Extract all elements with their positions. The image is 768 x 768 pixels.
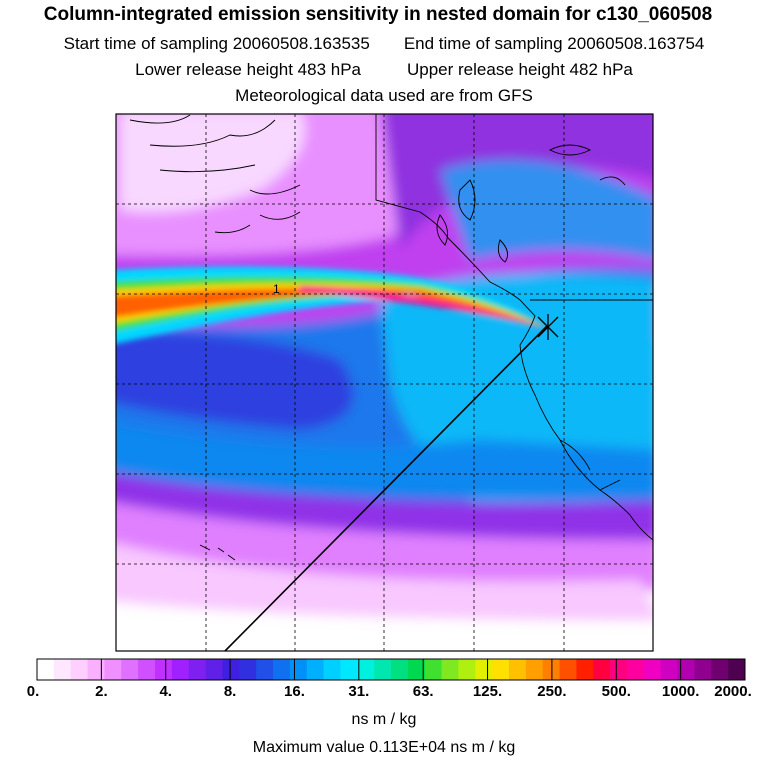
release-point-star	[537, 314, 559, 340]
colorbar-swatch	[256, 659, 274, 680]
maximum-value-label: Maximum value 0.113E+04 ns m / kg	[252, 739, 516, 756]
colorbar-swatch	[559, 659, 577, 680]
end-time-label: End time of sampling 20060508.163754	[403, 34, 705, 53]
colorbar-tick-label: 125.	[472, 683, 503, 700]
colorbar-swatch	[155, 659, 173, 680]
colorbar-units: ns m / kg	[351, 711, 417, 728]
colorbar-swatch	[289, 659, 308, 680]
colorbar-swatch	[728, 659, 746, 680]
colorbar-tick-label: 250.	[537, 683, 567, 700]
colorbar-swatch	[677, 659, 695, 680]
trajectory-line	[224, 324, 549, 652]
colorbar-swatch	[121, 659, 139, 680]
colorbar-frame	[36, 658, 746, 681]
colorbar-swatch	[188, 659, 207, 680]
colorbar-swatch	[424, 659, 443, 680]
colorbar-swatch	[374, 659, 392, 680]
colorbar-swatch	[104, 659, 122, 680]
colorbar-swatch	[70, 659, 89, 680]
contour-label: 1	[273, 282, 280, 296]
colorbar-swatch	[323, 659, 341, 680]
colorbar-swatch	[627, 659, 645, 680]
colorbar-tick-label: 63.	[412, 683, 434, 700]
lower-height-label: Lower release height 483 hPa	[135, 60, 361, 79]
colorbar-swatch	[239, 659, 257, 680]
release-heights: Lower release height 483 hPa Upper releas…	[0, 60, 768, 80]
colorbar-swatch	[138, 659, 156, 680]
colorbar-swatch	[542, 659, 561, 680]
colorbar-swatch	[340, 659, 358, 680]
colorbar-swatch	[694, 659, 712, 680]
start-time-label: Start time of sampling 20060508.163535	[63, 34, 370, 53]
met-data-label: Meteorological data used are from GFS	[235, 86, 533, 105]
colorbar-swatch	[87, 659, 105, 680]
colorbar-swatch	[610, 659, 628, 680]
map-frame	[115, 113, 654, 652]
colorbar-swatch	[306, 659, 325, 680]
colorbar-swatch	[273, 659, 291, 680]
colorbar-swatch	[492, 659, 510, 680]
sensitivity-field	[116, 114, 653, 651]
colorbar-swatch	[475, 659, 493, 680]
colorbar-swatch	[660, 659, 679, 680]
colorbar-swatch	[53, 659, 72, 680]
colorbar-swatch	[458, 659, 476, 680]
sampling-times: Start time of sampling 20060508.163535 En…	[0, 34, 768, 54]
plot-title: Column-integrated emission sensitivity i…	[43, 4, 713, 25]
colorbar-swatch	[441, 659, 459, 680]
colorbar-swatch	[509, 659, 527, 680]
colorbar	[36, 658, 746, 681]
colorbar-tick-label: 16.	[284, 683, 305, 700]
upper-height-label: Upper release height 482 hPa	[407, 60, 633, 79]
colorbar-swatch	[525, 659, 544, 680]
colorbar-tick-label: 31.	[348, 683, 370, 700]
colorbar-swatch	[391, 659, 409, 680]
colorbar-tick-label: 500.	[601, 683, 631, 700]
colorbar-swatch	[205, 659, 223, 680]
colorbar-swatch	[711, 659, 729, 680]
colorbar-tick-label: 8.	[223, 683, 237, 700]
coastlines	[129, 114, 653, 561]
colorbar-tick-label: 0.	[26, 683, 40, 700]
colorbar-swatch	[37, 659, 55, 680]
colorbar-swatch	[171, 659, 190, 680]
colorbar-tick-label: 1000.	[661, 683, 700, 700]
colorbar-swatch	[576, 659, 594, 680]
colorbar-tick-label: 4.	[159, 683, 172, 700]
colorbar-swatch	[222, 659, 240, 680]
colorbar-tick-label: 2.	[95, 683, 108, 700]
colorbar-tick-label: 2000.	[714, 683, 752, 700]
colorbar-swatch	[357, 659, 375, 680]
colorbar-swatch	[643, 659, 662, 680]
colorbar-swatch	[407, 659, 426, 680]
colorbar-swatch	[593, 659, 611, 680]
